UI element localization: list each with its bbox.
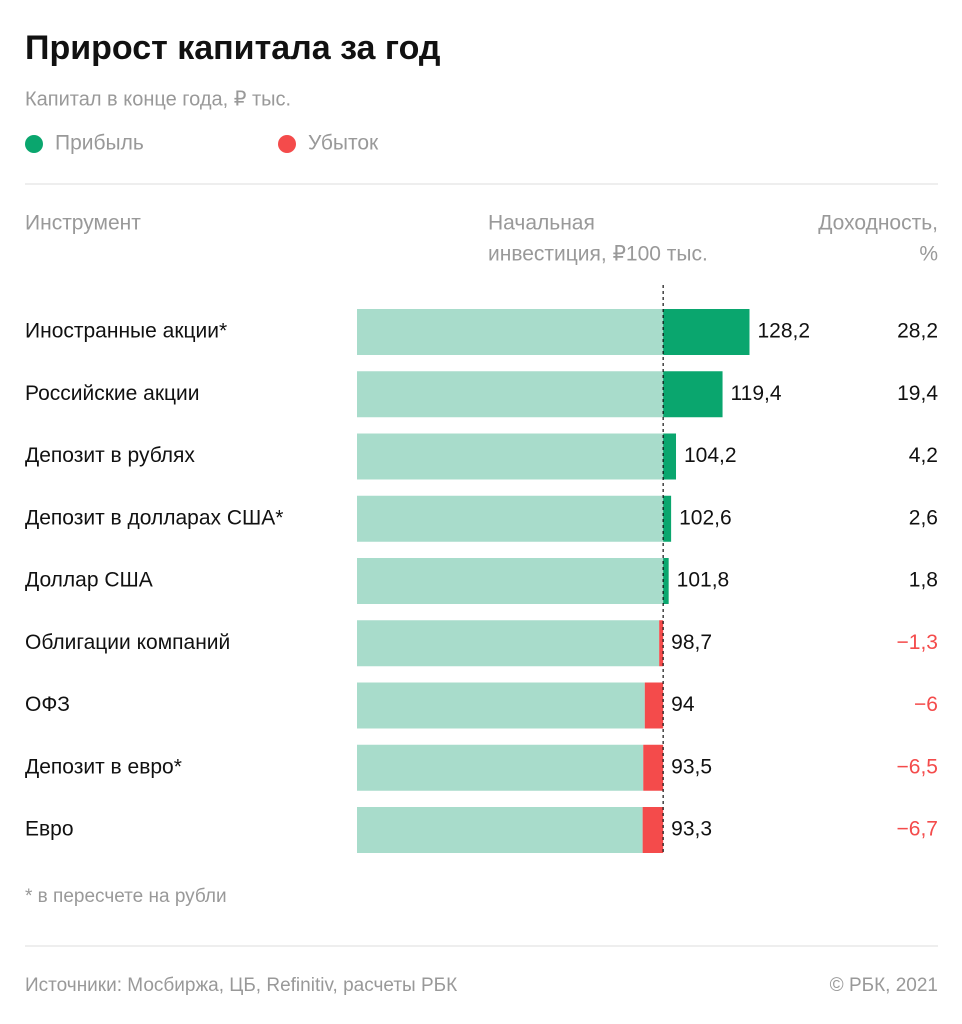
return-label: −1,3 xyxy=(897,631,938,654)
value-label: 102,6 xyxy=(679,506,732,529)
return-label: 1,8 xyxy=(909,569,938,592)
base-bar xyxy=(357,495,664,542)
value-label: 128,2 xyxy=(757,320,810,343)
category-label: Депозит в рублях xyxy=(25,444,195,467)
base-bar xyxy=(357,807,643,853)
change-bar xyxy=(642,807,664,853)
value-label: 119,4 xyxy=(731,382,782,405)
source: Источники: Мосбиржа, ЦБ, Refinitiv, расч… xyxy=(25,975,457,996)
column-header: % xyxy=(919,243,938,266)
change-bar xyxy=(663,433,677,480)
base-bar xyxy=(357,371,664,418)
value-label: 101,8 xyxy=(677,569,730,592)
base-bar xyxy=(357,309,664,355)
value-label: 93,5 xyxy=(671,755,712,778)
value-label: 98,7 xyxy=(671,631,712,654)
category-label: Российские акции xyxy=(25,382,200,405)
chart-title: Прирост капитала за год xyxy=(25,29,441,67)
footnote: * в пересчете на рубли xyxy=(25,886,227,907)
category-label: Евро xyxy=(25,818,74,841)
value-label: 94 xyxy=(671,693,695,716)
legend-label: Убыток xyxy=(308,132,379,155)
copyright: © РБК, 2021 xyxy=(830,975,938,996)
change-bar xyxy=(663,495,672,542)
column-header: Доходность, xyxy=(818,212,938,235)
change-bar xyxy=(663,371,723,418)
return-label: −6 xyxy=(914,693,938,716)
legend-label: Прибыль xyxy=(55,132,144,155)
return-label: 19,4 xyxy=(897,382,938,405)
change-bar xyxy=(659,620,664,667)
base-bar xyxy=(357,558,664,604)
change-bar xyxy=(643,744,664,791)
legend-marker xyxy=(278,135,296,153)
return-label: 28,2 xyxy=(897,320,938,343)
legend-marker xyxy=(25,135,43,153)
category-label: Иностранные акции* xyxy=(25,320,227,343)
base-bar xyxy=(357,620,660,667)
return-label: −6,7 xyxy=(897,818,938,841)
category-label: Депозит в долларах США* xyxy=(25,506,283,529)
base-bar xyxy=(357,433,664,480)
return-label: 4,2 xyxy=(909,444,938,467)
column-header: инвестиция, ₽100 тыс. xyxy=(488,243,708,266)
base-bar xyxy=(357,744,644,791)
value-label: 104,2 xyxy=(684,444,737,467)
base-bar xyxy=(357,682,645,729)
category-label: Облигации компаний xyxy=(25,631,230,654)
return-label: 2,6 xyxy=(909,506,938,529)
change-bar xyxy=(663,309,750,355)
chart-subtitle: Капитал в конце года, ₽ тыс. xyxy=(25,88,291,110)
column-header: Инструмент xyxy=(25,212,141,235)
column-header: Начальная xyxy=(488,212,595,235)
return-label: −6,5 xyxy=(897,755,938,778)
value-label: 93,3 xyxy=(671,818,712,841)
change-bar xyxy=(644,682,664,729)
category-label: ОФЗ xyxy=(25,693,70,716)
change-bar xyxy=(663,558,669,604)
category-label: Доллар США xyxy=(25,569,153,592)
category-label: Депозит в евро* xyxy=(25,755,182,778)
